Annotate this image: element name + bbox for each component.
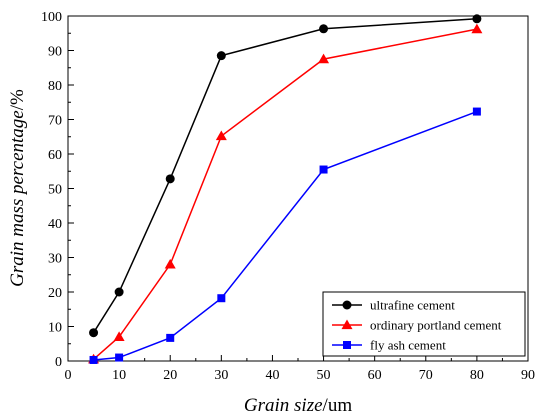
data-point: [472, 107, 481, 116]
y-tick-label: 0: [55, 355, 62, 370]
legend-marker: [343, 341, 351, 349]
data-point: [89, 355, 98, 364]
x-tick-label: 20: [163, 368, 177, 383]
x-tick-label: 10: [112, 368, 126, 383]
x-tick-label: 30: [214, 368, 228, 383]
y-tick-label: 30: [48, 252, 62, 267]
legend-items: ultrafine cement ordinary portland cement…: [332, 298, 502, 353]
y-axis-label-main: Grain mass percentage: [7, 110, 28, 287]
data-point: [215, 130, 227, 141]
x-tick-label: 40: [265, 368, 279, 383]
y-tick-label: 20: [48, 286, 62, 301]
legend-item-2: ordinary portland cement: [332, 318, 502, 333]
data-point: [471, 23, 483, 34]
legend-marker: [342, 300, 352, 310]
data-point: [113, 331, 125, 341]
y-tick-label: 100: [41, 10, 62, 25]
x-axis-label-main: Grain size: [244, 395, 323, 416]
y-tick-label: 10: [48, 321, 62, 336]
x-axis-label: Grain size/um: [244, 395, 352, 416]
series-line: [93, 110, 478, 361]
x-tick-label: 0: [65, 368, 72, 383]
data-point: [166, 333, 175, 342]
y-tick-label: 50: [48, 183, 62, 198]
x-axis-label-unit: /um: [323, 395, 353, 416]
axis-ticks: 0 10 20 30 40 50 60 70 80 90 0 10 20 30 40 50 60 70 80 90 10…: [41, 10, 535, 383]
y-tick-label: 40: [48, 217, 62, 232]
legend: ultrafine cement ordinary portland cement…: [322, 291, 526, 357]
legend-marker: [341, 319, 353, 330]
data-point: [115, 353, 124, 362]
legend-item-1: ultrafine cement: [332, 298, 455, 313]
series-line: [92, 18, 477, 334]
x-tick-label: 80: [470, 368, 484, 383]
data-point: [164, 258, 176, 269]
y-axis-label: Grain mass percentage/%: [7, 89, 28, 287]
data-point: [319, 165, 328, 174]
y-axis-label-unit: /%: [7, 89, 28, 110]
series-1: [89, 14, 482, 338]
data-point: [165, 174, 175, 184]
data-point: [472, 14, 482, 24]
legend-label: ordinary portland cement: [370, 318, 502, 333]
x-tick-label: 70: [419, 368, 433, 383]
legend-label: fly ash cement: [370, 338, 446, 353]
legend-item-3: fly ash cement: [332, 338, 446, 353]
x-tick-label: 50: [317, 368, 331, 383]
data-point: [319, 24, 329, 34]
y-tick-label: 70: [48, 114, 62, 129]
data-point: [318, 53, 330, 64]
series-group: [88, 14, 483, 364]
x-tick-label: 90: [521, 368, 535, 383]
series-3: [89, 107, 481, 364]
data-point: [216, 51, 226, 61]
legend-label: ultrafine cement: [370, 298, 455, 313]
data-point: [114, 287, 124, 297]
x-tick-label: 60: [368, 368, 382, 383]
y-tick-label: 90: [48, 45, 62, 60]
data-point: [217, 294, 226, 303]
y-tick-label: 80: [48, 79, 62, 94]
data-point: [89, 328, 99, 338]
y-tick-label: 60: [48, 148, 62, 163]
